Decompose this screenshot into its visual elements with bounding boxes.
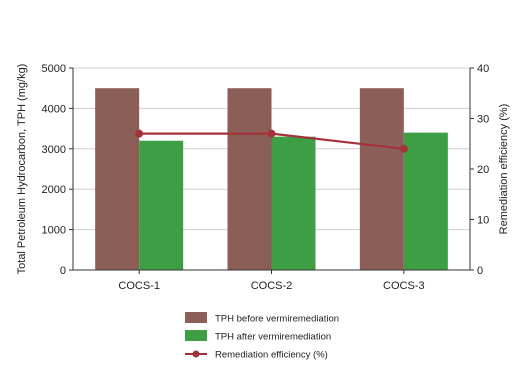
y-tick-label: 0 <box>60 265 66 277</box>
y-tick-label: 2000 <box>42 184 66 196</box>
y-axis-title: Total Petroleum Hydrocarbon, TPH (mg/kg) <box>16 64 28 275</box>
legend-label-3: Remediation efficiency (%) <box>215 350 328 361</box>
efficiency-point-2 <box>267 129 276 138</box>
legend: TPH before vermiremediation TPH after ver… <box>185 312 339 361</box>
legend-label-2: TPH after vermiremediation <box>215 332 331 343</box>
x-tick-label: COCS-1 <box>118 280 160 292</box>
y2-tick-label: 40 <box>477 63 489 75</box>
legend-swatch-1 <box>185 312 207 323</box>
y-ticks: 0 1000 2000 3000 4000 5000 <box>42 63 73 277</box>
y2-axis-title: Remediation efficiency (%) <box>498 104 510 235</box>
bars <box>95 88 448 270</box>
y2-tick-label: 30 <box>477 114 489 126</box>
legend-swatch-marker <box>192 350 200 358</box>
y2-tick-label: 20 <box>477 164 489 176</box>
legend-swatch-2 <box>185 330 207 341</box>
bar-before-2 <box>227 88 272 270</box>
bar-before-3 <box>359 88 404 270</box>
y-tick-label: 4000 <box>42 103 66 115</box>
efficiency-line <box>135 129 408 153</box>
y2-ticks: 0 10 20 30 40 <box>470 63 489 277</box>
x-tick-label: COCS-3 <box>383 280 425 292</box>
bar-after-2 <box>271 136 316 270</box>
bar-after-1 <box>139 140 184 270</box>
efficiency-point-3 <box>399 144 408 153</box>
y2-tick-label: 0 <box>477 265 483 277</box>
y2-tick-label: 10 <box>477 215 489 227</box>
y-tick-label: 1000 <box>42 225 66 237</box>
bar-after-3 <box>403 132 448 270</box>
y-tick-label: 3000 <box>42 144 66 156</box>
bar-before-1 <box>95 88 140 270</box>
x-ticks: COCS-1 COCS-2 COCS-3 <box>118 270 425 292</box>
legend-label-1: TPH before vermiremediation <box>215 314 339 325</box>
x-tick-label: COCS-2 <box>251 280 293 292</box>
y-tick-label: 5000 <box>42 63 66 75</box>
efficiency-point-1 <box>135 129 144 138</box>
